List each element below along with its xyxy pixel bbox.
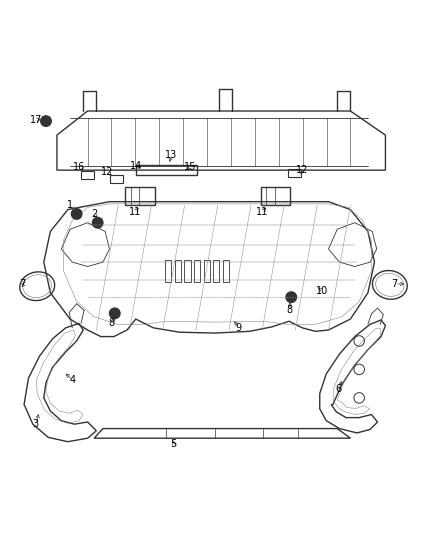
Text: 14: 14 [130,161,142,171]
Bar [136,165,197,174]
Bar [223,260,229,282]
Text: 3: 3 [32,419,38,429]
Bar [261,187,290,205]
Text: 2: 2 [91,209,97,219]
Text: 11: 11 [256,207,268,217]
Bar [184,260,191,282]
Bar [81,171,94,179]
Circle shape [41,116,51,126]
Text: 10: 10 [316,286,328,296]
Text: 9: 9 [236,323,242,333]
Text: 5: 5 [170,439,176,449]
Text: 12: 12 [101,167,113,177]
Text: 8: 8 [109,318,115,328]
Text: 7: 7 [391,279,397,289]
Circle shape [110,308,120,319]
Text: 1: 1 [67,200,73,210]
Text: 12: 12 [296,165,308,175]
Bar [204,260,210,282]
Bar [165,260,171,282]
Text: 17: 17 [30,115,42,125]
Bar [175,260,181,282]
Text: 16: 16 [73,161,85,172]
Bar [288,169,301,177]
Text: 11: 11 [129,207,141,217]
Text: 7: 7 [20,279,26,289]
Bar [194,260,200,282]
Circle shape [71,209,82,219]
Circle shape [286,292,297,302]
Bar [125,187,155,205]
Text: 8: 8 [286,305,292,316]
Bar [110,175,123,183]
Text: 13: 13 [165,150,177,160]
Text: 15: 15 [184,161,197,172]
Bar [213,260,219,282]
Circle shape [92,217,103,228]
Text: 6: 6 [335,384,341,394]
Text: 4: 4 [69,375,75,385]
